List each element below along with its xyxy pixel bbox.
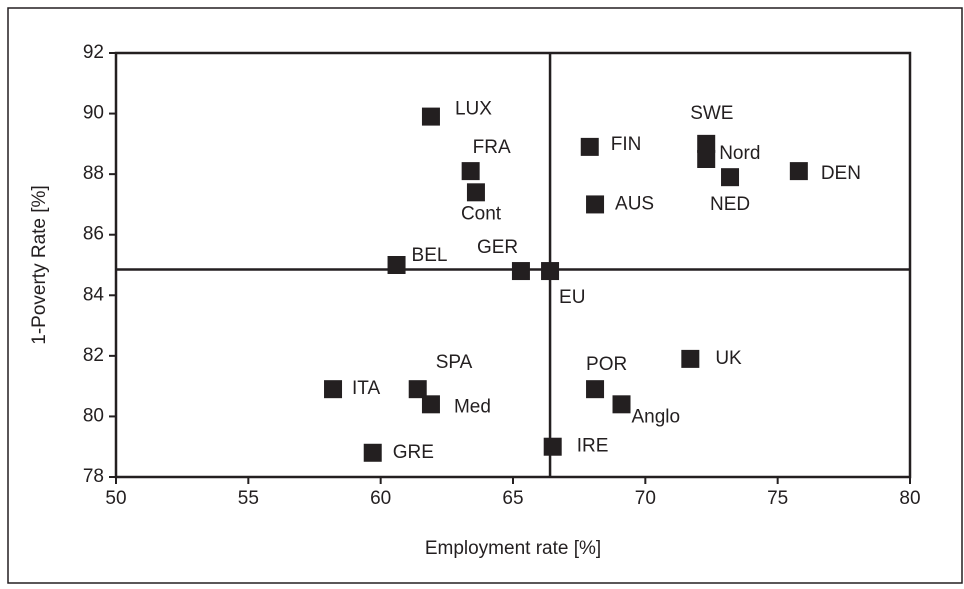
point-label: FIN <box>611 134 642 155</box>
y-tick-label: 92 <box>83 42 104 63</box>
point-label: DEN <box>821 163 861 184</box>
point-label: ITA <box>352 378 380 399</box>
x-tick-label: 65 <box>502 488 523 509</box>
point <box>580 137 599 156</box>
point-label: Nord <box>719 143 760 164</box>
point <box>586 380 605 399</box>
point <box>721 168 740 187</box>
point <box>612 395 631 414</box>
point-label: IRE <box>577 436 609 457</box>
y-axis-label: 1-Poverty Rate [%] <box>29 185 50 344</box>
point <box>789 162 808 181</box>
point <box>421 395 440 414</box>
point-label: UK <box>715 348 742 369</box>
y-tick-label: 88 <box>83 163 104 184</box>
point-label: Cont <box>461 203 502 224</box>
point-label: FRA <box>473 137 511 158</box>
point-label: SWE <box>690 103 733 124</box>
point <box>363 443 382 462</box>
point-label: GRE <box>393 442 434 463</box>
point <box>697 150 716 168</box>
point <box>324 380 343 399</box>
point <box>408 380 427 399</box>
point <box>697 134 716 153</box>
point-label: Anglo <box>632 406 681 427</box>
x-tick-label: 80 <box>899 488 920 509</box>
point-label: SPA <box>436 352 473 373</box>
point-label: NED <box>710 194 750 215</box>
point <box>511 262 530 281</box>
frame <box>7 7 963 584</box>
y-tick-label: 90 <box>83 103 104 124</box>
y-tick-label: 80 <box>83 405 104 426</box>
point <box>541 262 560 281</box>
point <box>461 162 480 181</box>
point <box>466 183 485 202</box>
x-tick-label: 60 <box>370 488 391 509</box>
point-label: EU <box>559 287 585 308</box>
x-tick-label: 75 <box>767 488 788 509</box>
y-tick-label: 84 <box>83 284 105 305</box>
x-axis-label: Employment rate [%] <box>425 538 601 559</box>
y-tick-label: 82 <box>83 345 104 366</box>
point <box>586 195 605 214</box>
point-label: AUS <box>615 193 654 214</box>
x-tick-label: 55 <box>238 488 259 509</box>
y-tick-label: 78 <box>83 466 104 487</box>
point-label: POR <box>586 354 627 375</box>
point-label: Med <box>454 396 491 417</box>
point-label: LUX <box>455 99 492 120</box>
point-label: GER <box>477 237 518 258</box>
point <box>681 349 700 368</box>
point <box>543 437 562 456</box>
point <box>421 107 440 126</box>
point <box>387 256 406 274</box>
y-tick-label: 86 <box>83 224 104 245</box>
point-label: BEL <box>412 245 448 266</box>
x-tick-label: 70 <box>635 488 656 509</box>
x-tick-label: 50 <box>105 488 126 509</box>
